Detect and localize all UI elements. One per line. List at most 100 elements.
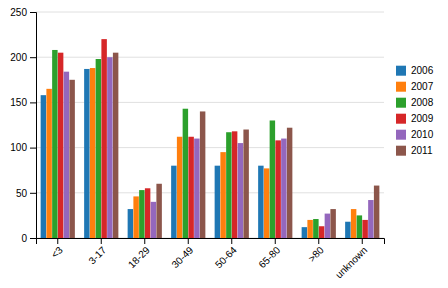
y-tick: 150 [10,97,36,108]
bar [64,72,69,238]
bar-series [58,39,368,238]
bar [307,220,312,238]
bars [41,39,380,238]
x-tick-label: 50-64 [213,244,239,270]
y-tick-mark [30,12,36,13]
bar [258,166,263,238]
bar [330,209,335,238]
y-tick-label: 200 [10,52,27,63]
bar [69,80,74,238]
bar [52,50,57,238]
bar [302,227,307,238]
bar [107,57,112,238]
y-tick-mark [30,238,36,239]
x-tick-label: >80 [306,244,326,264]
y-axis-line [30,13,37,239]
y-tick-label: 0 [21,233,27,244]
bar [46,89,51,238]
x-tick: >80 [306,238,326,264]
legend-swatch [396,130,406,140]
bar [313,219,318,238]
bar [128,209,133,238]
bar [243,130,248,238]
y-tick-label: 250 [10,7,27,18]
legend-label: 2009 [411,113,434,124]
y-tick-label: 50 [16,188,28,199]
bar [84,69,89,238]
bar [171,166,176,238]
bar-series [52,50,362,238]
bar [133,196,138,238]
bar [188,137,193,238]
x-tick-mark [275,238,276,244]
x-tick-label: 65-80 [256,244,282,270]
x-tick-label: 3-17 [86,244,108,266]
legend-label: 2006 [411,65,434,76]
bar [90,68,95,238]
bar [368,200,373,238]
legend-swatch [396,66,406,76]
bar [58,53,63,238]
grid-line [36,57,384,58]
bar [325,214,330,238]
bar [194,139,199,238]
y-tick: 50 [16,188,36,199]
x-tick-mark [318,238,319,244]
legend-label: 2011 [411,145,433,156]
legend-item: 2008 [396,97,434,108]
y-tick: 0 [21,233,36,244]
legend-swatch [396,146,406,156]
y-tick-mark [30,57,36,58]
legend-item: 2009 [396,113,434,124]
bar-series [64,57,374,238]
y-axis: 0 50 100 150 200 250 [10,7,36,244]
grid-line [36,12,384,13]
x-tick-label: 30-49 [169,244,195,270]
x-tick-label: unknown [333,244,369,280]
x-tick-mark [101,238,102,244]
bar [226,132,231,238]
bar [145,188,150,238]
x-tick: 18-29 [126,238,152,270]
bar [270,120,275,238]
y-tick-label: 150 [10,97,27,108]
y-tick: 100 [10,142,36,153]
chart: 0 50 100 150 200 250 <3 3-17 18-29 30-49 50-64 65-8… [0,0,448,288]
bar [183,109,188,238]
x-tick: 3-17 [86,238,108,266]
bar [351,209,356,238]
bar [139,190,144,238]
bar [200,111,205,238]
y-tick-label: 100 [10,142,27,153]
bar [232,131,237,238]
grid [36,12,384,238]
bar [374,186,379,238]
bar [264,168,269,238]
legend-swatch [396,82,406,92]
bar [287,128,292,238]
bar [177,137,182,238]
x-tick-mark [362,238,363,244]
legend-item: 2006 [396,65,434,76]
bar [113,53,118,238]
y-tick-mark [30,193,36,194]
bar [319,226,324,238]
legend-label: 2007 [411,81,434,92]
bar [345,222,350,238]
x-tick-mark [144,238,145,244]
legend-label: 2008 [411,97,434,108]
x-tick-mark [231,238,232,244]
legend-swatch [396,114,406,124]
x-axis: <3 3-17 18-29 30-49 50-64 65-80 >80 unknown [37,238,385,280]
bar [220,152,225,238]
legend-item: 2010 [396,129,434,140]
x-tick: <3 [49,238,65,260]
bar-series [69,53,379,238]
x-tick-label: <3 [49,244,65,260]
x-axis-line [37,239,385,245]
bar [275,140,280,238]
bar [362,220,367,238]
y-tick: 250 [10,7,36,18]
bar [238,143,243,238]
bar-series [41,69,351,238]
